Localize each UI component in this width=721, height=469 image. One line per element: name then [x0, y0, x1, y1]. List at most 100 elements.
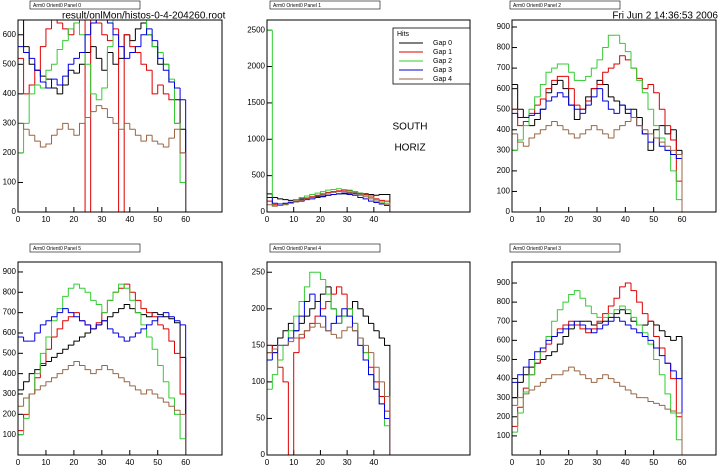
histogram-bin — [28, 84, 35, 94]
histogram-bin — [362, 197, 369, 200]
histogram-bin — [140, 328, 147, 333]
histogram-bin — [551, 67, 558, 73]
histogram-bin — [90, 22, 97, 35]
histogram-bin — [568, 324, 575, 329]
histogram-bin — [73, 57, 80, 65]
histogram-bin — [545, 71, 552, 85]
histogram-bin — [368, 196, 374, 200]
histogram-panel: Arm0 Orient0 Panel 4 0 50 100 150 200 250 0 10 20… — [252, 243, 471, 467]
y-tick-label: 300 — [497, 145, 511, 154]
histogram-bin — [129, 123, 136, 130]
histogram-bin — [18, 434, 24, 455]
date: Fri Jun 2 14:36:53 2006 — [612, 11, 718, 22]
histogram-bin — [517, 84, 524, 110]
histogram-bin — [112, 117, 119, 124]
histogram-bin — [658, 359, 665, 376]
histogram-bin — [90, 64, 97, 95]
histogram-bin — [670, 150, 677, 155]
histogram-bin — [162, 58, 169, 71]
histogram-bin — [267, 388, 273, 455]
x-tick-label: 20 — [564, 458, 573, 467]
histogram-bin — [341, 330, 348, 339]
frame — [17, 19, 223, 213]
histogram-bin — [179, 414, 186, 440]
histogram-bin — [658, 325, 665, 332]
histogram-bin — [173, 82, 181, 89]
histogram-bin — [129, 304, 136, 310]
histogram-bin — [528, 114, 535, 118]
y-tick-label: 1500 — [247, 98, 265, 107]
histogram-bin — [112, 52, 119, 65]
histogram-bin — [607, 84, 614, 98]
histogram-bin — [314, 322, 321, 328]
histogram-bin — [67, 123, 74, 130]
histogram-bin — [624, 105, 631, 110]
histogram-bin — [277, 204, 284, 207]
histogram-bin — [664, 142, 671, 147]
histogram-bin — [335, 191, 342, 193]
histogram-bin — [309, 326, 316, 331]
histogram-bin — [162, 144, 169, 148]
histogram-bin — [539, 381, 546, 387]
y-tick-label: 900 — [3, 267, 17, 276]
histogram-bin — [573, 320, 580, 326]
histogram-bin — [636, 328, 643, 334]
histogram-bin — [545, 125, 552, 130]
y-tick-label: 500 — [252, 171, 266, 180]
histogram-bin — [140, 34, 147, 47]
histogram-bin — [179, 410, 186, 415]
histogram-bin — [134, 46, 141, 53]
histogram-bin — [129, 288, 136, 301]
histogram-bin — [647, 397, 654, 402]
histogram-bin — [607, 34, 614, 48]
histogram-bin — [18, 389, 24, 455]
histogram-bin — [62, 22, 69, 30]
histogram-bin — [140, 52, 147, 65]
histogram-bin — [18, 336, 24, 455]
histogram-bin — [123, 337, 130, 342]
histogram-bin — [528, 374, 535, 392]
histogram-bin — [112, 369, 119, 375]
x-tick-label: 0 — [16, 215, 21, 224]
histogram-bin — [517, 374, 524, 383]
histogram-bin — [134, 332, 141, 338]
histogram-bin — [619, 286, 626, 299]
histogram-bin — [95, 20, 97, 23]
histogram-bin — [534, 133, 541, 138]
histogram-bin — [624, 55, 631, 61]
histogram-bin — [134, 292, 141, 301]
histogram-bin — [579, 325, 586, 330]
y-tick-label: 700 — [3, 308, 17, 317]
legend-label: Gap 0 — [433, 40, 452, 47]
histogram-bin — [34, 135, 41, 142]
y-tick-label: 0 — [261, 450, 266, 459]
histogram-bin — [314, 192, 321, 195]
histogram-bin — [151, 320, 158, 325]
histogram-bin — [56, 87, 63, 95]
histogram-bin — [528, 389, 535, 394]
histogram-bin — [573, 105, 580, 110]
x-tick-label: 50 — [649, 215, 658, 224]
histogram-bin — [173, 316, 181, 322]
histogram-bin — [151, 135, 158, 142]
histogram-bin — [34, 84, 41, 94]
histogram-bin — [630, 283, 637, 292]
histogram-bin — [298, 333, 305, 339]
histogram-bin — [596, 88, 603, 97]
histogram-bin — [534, 385, 541, 391]
histogram-bin — [573, 290, 580, 295]
histogram-bin — [67, 63, 74, 77]
y-tick-label: 600 — [497, 84, 511, 93]
histogram-bin — [319, 196, 326, 198]
histogram-bin — [539, 98, 546, 106]
histogram-bin — [271, 374, 278, 390]
histogram-bin — [539, 129, 546, 134]
histogram-bin — [647, 133, 654, 143]
y-tick-label: 100 — [497, 187, 511, 196]
frame — [511, 19, 717, 213]
histogram-bin — [630, 116, 637, 122]
x-tick-label: 20 — [564, 215, 573, 224]
histogram-bin — [28, 52, 35, 59]
